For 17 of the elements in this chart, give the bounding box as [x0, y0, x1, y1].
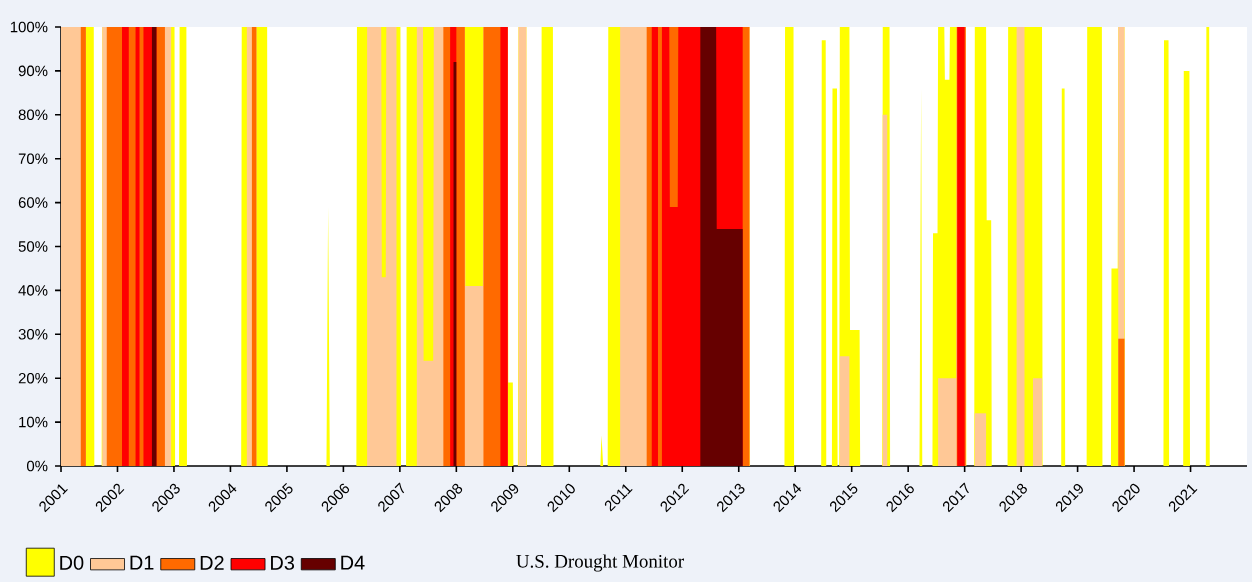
y-tick-label: 70%: [18, 153, 48, 164]
y-tick-label: 90%: [18, 65, 48, 77]
legend-label: D0: [60, 555, 84, 570]
legend-label: D4: [341, 555, 365, 570]
text: U.S. Drought Monitor: [516, 554, 684, 572]
legend-label: D3: [271, 555, 295, 570]
y-tick-label: 100%: [10, 21, 48, 33]
legend-label: D1: [130, 555, 154, 570]
y-tick-label: 10%: [19, 416, 48, 428]
y-tick-label: 40%: [18, 285, 48, 296]
y-tick-label: 50%: [18, 241, 48, 252]
y-tick-label: 60%: [18, 197, 48, 208]
y-tick-label: 0%: [26, 460, 48, 472]
legend-label: D2: [200, 555, 224, 570]
y-tick-label: 30%: [18, 329, 48, 340]
y-tick-label: 20%: [18, 372, 48, 384]
y-tick-label: 80%: [18, 109, 48, 121]
